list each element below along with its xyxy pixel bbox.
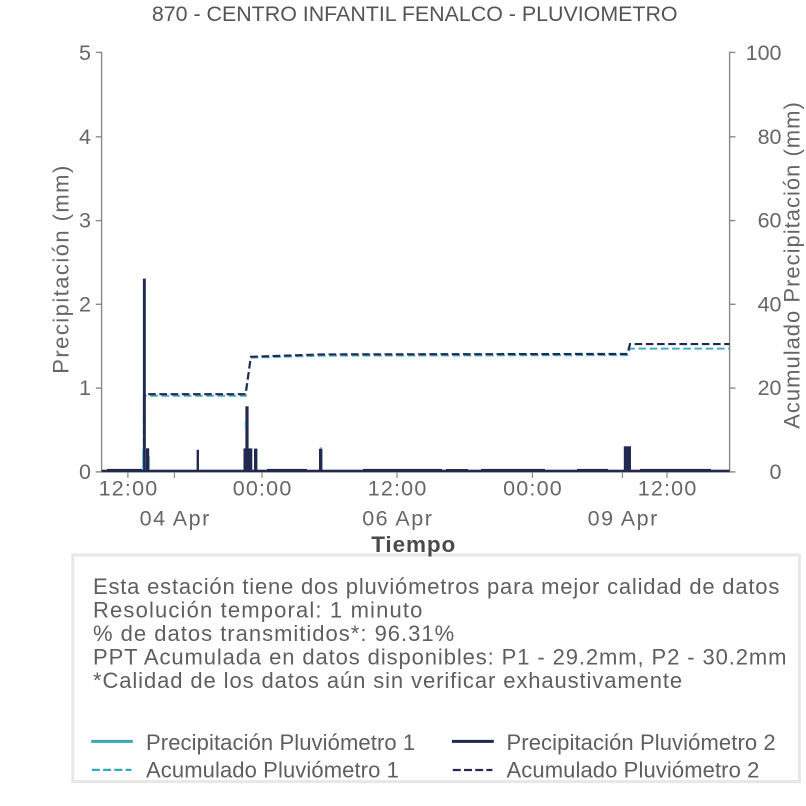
svg-text:Precipitación (mm): Precipitación (mm) (49, 164, 74, 373)
svg-text:% de datos transmitidos*: 96.3: % de datos transmitidos*: 96.31% (93, 621, 455, 646)
svg-text:PPT Acumulada en datos disponi: PPT Acumulada en datos disponibles: P1 -… (93, 645, 787, 670)
svg-text:100: 100 (746, 41, 782, 65)
svg-text:20: 20 (758, 376, 782, 400)
svg-text:00:00: 00:00 (233, 477, 293, 501)
svg-text:Resolución temporal: 1 minuto: Resolución temporal: 1 minuto (93, 597, 424, 622)
svg-text:Acumulado Precipitación (mm): Acumulado Precipitación (mm) (780, 101, 805, 429)
svg-text:*Calidad de los datos aún sin: *Calidad de los datos aún sin verificar … (93, 668, 683, 693)
svg-text:12:00: 12:00 (638, 477, 698, 501)
svg-text:Precipitación Pluviómetro 2: Precipitación Pluviómetro 2 (507, 730, 776, 755)
svg-text:60: 60 (758, 209, 782, 233)
svg-text:00:00: 00:00 (503, 477, 563, 501)
svg-text:80: 80 (758, 125, 782, 149)
svg-text:0: 0 (770, 460, 782, 484)
svg-text:09 Apr: 09 Apr (588, 506, 659, 530)
svg-text:Esta estación tiene dos pluvió: Esta estación tiene dos pluviómetros par… (93, 574, 780, 599)
svg-text:1: 1 (79, 376, 91, 400)
svg-text:2: 2 (79, 292, 91, 316)
svg-text:870 - CENTRO INFANTIL FENALCO: 870 - CENTRO INFANTIL FENALCO - PLUVIOME… (152, 2, 678, 26)
svg-text:04 Apr: 04 Apr (140, 506, 211, 530)
svg-text:Tiempo: Tiempo (371, 532, 456, 557)
svg-text:06 Apr: 06 Apr (362, 506, 433, 530)
svg-text:Precipitación Pluviómetro 1: Precipitación Pluviómetro 1 (146, 730, 415, 755)
svg-text:40: 40 (758, 292, 782, 316)
svg-text:Acumulado Pluviómetro 2: Acumulado Pluviómetro 2 (507, 757, 760, 782)
svg-text:4: 4 (79, 125, 91, 149)
svg-text:5: 5 (79, 41, 91, 65)
svg-text:3: 3 (79, 209, 91, 233)
svg-text:12:00: 12:00 (368, 477, 428, 501)
svg-text:Acumulado Pluviómetro 1: Acumulado Pluviómetro 1 (146, 757, 399, 782)
svg-text:12:00: 12:00 (99, 477, 159, 501)
svg-text:0: 0 (79, 460, 91, 484)
